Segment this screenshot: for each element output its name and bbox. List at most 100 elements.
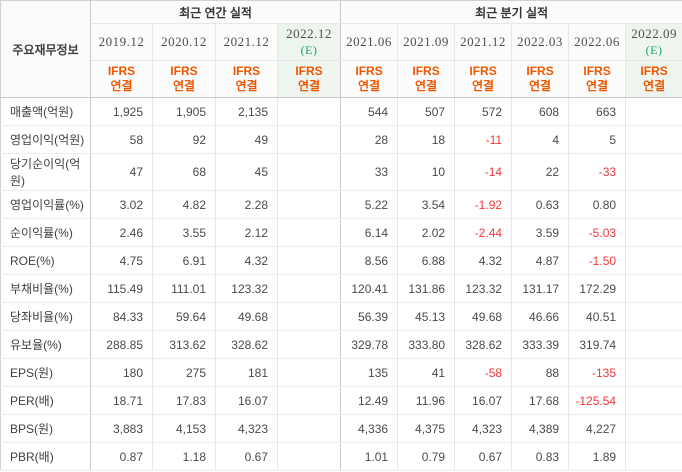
value-cell: 4,323 — [454, 414, 512, 443]
value-cell — [276, 153, 341, 191]
value-cell: 58 — [90, 125, 153, 154]
value-cell — [625, 358, 682, 387]
value-cell: 115.49 — [90, 274, 153, 303]
value-cell: 68 — [152, 153, 216, 191]
value-cell: -14 — [454, 153, 512, 191]
value-cell: 40.51 — [568, 302, 626, 331]
value-cell: 3.02 — [90, 190, 153, 219]
value-cell — [625, 442, 682, 471]
period-header-2022.03: 2022.03 — [511, 23, 569, 61]
value-cell — [276, 125, 341, 154]
value-cell: 0.67 — [215, 442, 278, 471]
period-header-2019.12: 2019.12 — [90, 23, 153, 61]
value-cell: 33 — [340, 153, 398, 191]
value-cell: -135 — [568, 358, 626, 387]
table-row: BPS(원) 3,883 4,153 4,323 4,336 4,375 4,323 4,38… — [0, 414, 682, 443]
value-cell: 180 — [90, 358, 153, 387]
ifrs-consolidated-header: IFRS 연결 — [568, 60, 626, 98]
value-cell: -1.92 — [454, 190, 512, 219]
value-cell: 2.12 — [215, 218, 278, 247]
value-cell: -33 — [568, 153, 626, 191]
value-cell: 10 — [397, 153, 455, 191]
value-cell: 3.59 — [511, 218, 569, 247]
period-header-2022.06: 2022.06 — [568, 23, 626, 61]
value-cell: 11.96 — [397, 386, 455, 415]
value-cell: 663 — [568, 97, 626, 126]
table-row: 당좌비율(%) 84.33 59.64 49.68 56.39 45.13 49.68 46.… — [0, 302, 682, 331]
row-label: EPS(원) — [0, 358, 91, 387]
value-cell: 319.74 — [568, 330, 626, 359]
value-cell: 4.82 — [152, 190, 216, 219]
value-cell — [625, 218, 682, 247]
value-cell: 4.32 — [454, 246, 512, 275]
value-cell: 544 — [340, 97, 398, 126]
value-cell: 3.55 — [152, 218, 216, 247]
row-label: 당좌비율(%) — [0, 302, 91, 331]
period-header-2021.12: 2021.12 — [215, 23, 278, 61]
value-cell: 5.22 — [340, 190, 398, 219]
value-cell: -11 — [454, 125, 512, 154]
table-row: PBR(배) 0.87 1.18 0.67 1.01 0.79 0.67 0.83 1.89 — [0, 442, 682, 471]
value-cell: 28 — [340, 125, 398, 154]
value-cell: -125.54 — [568, 386, 626, 415]
value-cell: 131.86 — [397, 274, 455, 303]
period-header-2021.12: 2021.12 — [454, 23, 512, 61]
period-header-2021.06: 2021.06 — [340, 23, 398, 61]
value-cell: 4,336 — [340, 414, 398, 443]
table-row: PER(배) 18.71 17.83 16.07 12.49 11.96 16.07 17.6… — [0, 386, 682, 415]
value-cell: 123.32 — [454, 274, 512, 303]
value-cell: 4.75 — [90, 246, 153, 275]
value-cell: 0.87 — [90, 442, 153, 471]
section-title-quarterly: 최근 분기 실적 — [340, 0, 682, 24]
table-row: 부채비율(%) 115.49 111.01 123.32 120.41 131.86 123… — [0, 274, 682, 303]
value-cell: 1,925 — [90, 97, 153, 126]
row-label: PER(배) — [0, 386, 91, 415]
table-row: ROE(%) 4.75 6.91 4.32 8.56 6.88 4.32 4.87 -1.50 — [0, 246, 682, 275]
value-cell: 329.78 — [340, 330, 398, 359]
table-row: 유보율(%) 288.85 313.62 328.62 329.78 333.80 328.… — [0, 330, 682, 359]
period-header-row: 2019.12 2020.12 2021.12 2022.12 (E) 2021.06 20… — [1, 23, 682, 61]
value-cell: 4 — [511, 125, 569, 154]
row-label: 매출액(억원) — [0, 97, 91, 126]
row-label: ROE(%) — [0, 246, 91, 275]
ifrs-consolidated-header: IFRS 연결 — [340, 60, 398, 98]
value-cell: 4.87 — [511, 246, 569, 275]
value-cell: 4.32 — [215, 246, 278, 275]
value-cell: -5.03 — [568, 218, 626, 247]
value-cell — [276, 386, 341, 415]
value-cell: 17.68 — [511, 386, 569, 415]
value-cell: 2,135 — [215, 97, 278, 126]
corner-header-label: 주요재무정보 — [0, 0, 91, 98]
value-cell: 0.80 — [568, 190, 626, 219]
value-cell: -58 — [454, 358, 512, 387]
table-body: 매출액(억원) 1,925 1,905 2,135 544 507 572 608 663 영업이… — [0, 97, 682, 471]
value-cell — [276, 246, 341, 275]
value-cell — [276, 302, 341, 331]
value-cell: 507 — [397, 97, 455, 126]
value-cell — [276, 358, 341, 387]
value-cell: 88 — [511, 358, 569, 387]
value-cell: 572 — [454, 97, 512, 126]
value-cell: 49.68 — [454, 302, 512, 331]
value-cell: 49 — [215, 125, 278, 154]
value-cell: 56.39 — [340, 302, 398, 331]
value-cell: 84.33 — [90, 302, 153, 331]
value-cell: 120.41 — [340, 274, 398, 303]
table-row: 영업이익률(%) 3.02 4.82 2.28 5.22 3.54 -1.92 0.63 0.8… — [0, 190, 682, 219]
row-label: PBR(배) — [0, 442, 91, 471]
value-cell: 0.79 — [397, 442, 455, 471]
value-cell: 1.89 — [568, 442, 626, 471]
ifrs-consolidated-header: IFRS 연결 — [215, 60, 278, 98]
row-label: 유보율(%) — [0, 330, 91, 359]
value-cell — [625, 274, 682, 303]
value-cell: 181 — [215, 358, 278, 387]
value-cell: 45 — [215, 153, 278, 191]
period-header-2022.12: 2022.12 (E) — [276, 23, 341, 61]
ifrs-consolidated-header: IFRS 연결 — [625, 60, 682, 98]
value-cell: 46.66 — [511, 302, 569, 331]
value-cell: 333.39 — [511, 330, 569, 359]
value-cell: 135 — [340, 358, 398, 387]
table-row: 영업이익(억원) 58 92 49 28 18 -11 4 5 — [0, 125, 682, 154]
ifrs-consolidated-header: IFRS 연결 — [454, 60, 512, 98]
